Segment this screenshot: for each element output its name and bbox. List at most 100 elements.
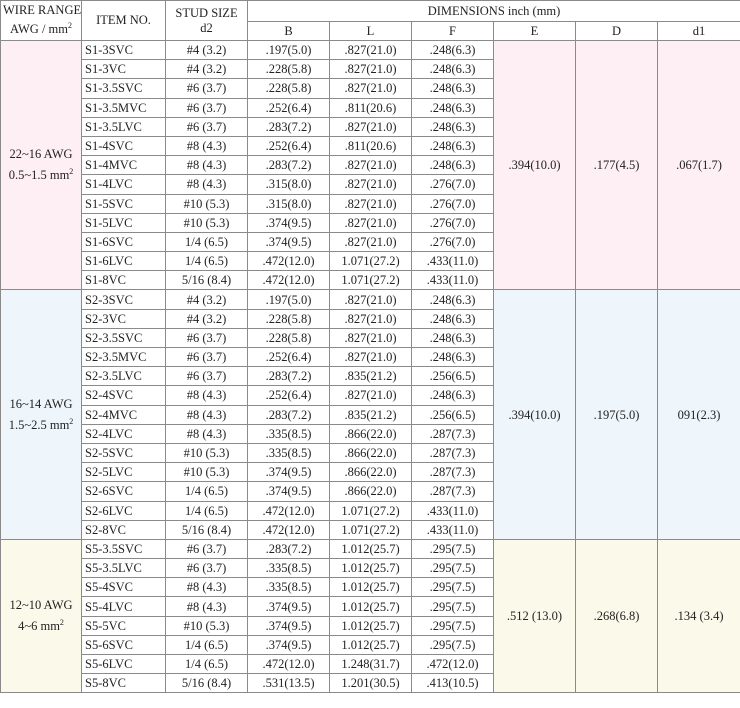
stud-size-cell: #4 (3.2) (165, 308, 248, 329)
table-row: S1-6LVC 1/4 (6.5) .472(12.0) 1.071(27.2) .43… (1, 251, 740, 272)
dim-f-cell: .248(6.3) (411, 327, 494, 349)
wire-range-cell: 16~14 AWG 1.5~2.5 mm2 (0, 289, 82, 540)
stud-size-cell: 5/16 (8.4) (165, 673, 248, 694)
dim-b-cell: .228(5.8) (247, 78, 330, 99)
table-row: S2-4SVC #8 (4.3) .252(6.4) .827(21.0) .248(6… (1, 385, 740, 406)
dim-f-cell: .295(7.5) (411, 634, 494, 656)
dim-f-cell: .295(7.5) (411, 558, 494, 579)
table-row: S1-5LVC #10 (5.3) .374(9.5) .827(21.0) .276(… (1, 212, 740, 233)
dim-f-cell: .248(6.3) (411, 289, 494, 310)
dim-e-cell: .394(10.0) (493, 289, 576, 540)
stud-size-cell: 5/16 (8.4) (165, 519, 248, 540)
dim-e-cell: .394(10.0) (493, 39, 576, 291)
table-row: S5-4SVC #8 (4.3) .335(8.5) 1.012(25.7) .295(… (1, 577, 740, 598)
table-row: S2-3.5LVC #6 (3.7) .283(7.2) .835(21.2) .256… (1, 366, 740, 387)
item-no-cell: S1-3VC (81, 59, 166, 80)
dim-b-cell: .252(6.4) (247, 135, 330, 157)
dim-b-cell: .228(5.8) (247, 59, 330, 80)
stud-size-cell: #6 (3.7) (165, 558, 248, 579)
dim-l-cell: .827(21.0) (329, 385, 412, 406)
dim-b-cell: .374(9.5) (247, 212, 330, 233)
dim-d1-cell: .134 (3.4) (656, 538, 740, 694)
table-row: S5-5VC #10 (5.3) .374(9.5) 1.012(25.7) .295(… (1, 615, 740, 636)
table-row: S1-3.5MVC #6 (3.7) .252(6.4) .811(20.6) .248… (1, 97, 740, 118)
wire-range-mm-sup: 2 (69, 167, 74, 177)
dim-b-cell: .472(12.0) (247, 270, 330, 291)
dim-l-cell: .811(20.6) (329, 135, 412, 157)
dim-f-cell: .248(6.3) (411, 97, 494, 118)
wire-range-mm: 1.5~2.5 mm (8, 417, 70, 432)
item-no-cell: S1-4LVC (81, 174, 166, 195)
dim-l-cell: 1.248(31.7) (329, 653, 412, 675)
item-no-cell: S1-3.5SVC (81, 78, 166, 99)
dim-l-cell: 1.012(25.7) (329, 596, 412, 617)
dim-d-cell: .177(4.5) (575, 39, 658, 291)
item-no-cell: S2-6LVC (81, 500, 166, 521)
dim-l-cell: 1.012(25.7) (329, 615, 412, 636)
dim-l-cell: .835(21.2) (329, 366, 412, 387)
item-no-cell: S1-6SVC (81, 231, 166, 253)
dim-b-cell: .472(12.0) (247, 500, 330, 521)
stud-size-cell: 1/4 (6.5) (165, 653, 248, 675)
dim-b-cell: .197(5.0) (247, 289, 330, 310)
item-no-cell: S5-3.5SVC (81, 538, 166, 560)
dim-b-cell: .472(12.0) (247, 251, 330, 272)
item-no-cell: S1-4SVC (81, 135, 166, 157)
wire-range-header-sup: 2 (68, 21, 73, 31)
dim-b-cell: .531(13.5) (247, 673, 330, 694)
item-no-cell: S5-4LVC (81, 596, 166, 617)
dim-l-cell: .827(21.0) (329, 155, 412, 176)
item-no-cell: S2-3.5SVC (81, 327, 166, 349)
table-row: S2-5LVC #10 (5.3) .374(9.5) .866(22.0) .287(… (1, 462, 740, 483)
wire-range-cell: 12~10 AWG 4~6 mm2 (0, 538, 82, 694)
item-no-cell: S1-5LVC (81, 212, 166, 233)
stud-size-cell: #8 (4.3) (165, 174, 248, 195)
wire-range-awg: 22~16 AWG (9, 147, 73, 162)
dim-b-cell: .335(8.5) (247, 442, 330, 464)
stud-size-cell: 1/4 (6.5) (165, 500, 248, 521)
dim-l-cell: 1.071(27.2) (329, 500, 412, 521)
item-no-cell: S2-4SVC (81, 385, 166, 406)
dim-b-cell: .283(7.2) (247, 404, 330, 425)
dim-f-cell: .248(6.3) (411, 155, 494, 176)
dim-f-cell: .295(7.5) (411, 615, 494, 636)
dim-l-cell: .827(21.0) (329, 289, 412, 310)
stud-size-header-line1: STUD SIZE (175, 5, 238, 20)
dim-b-cell: .472(12.0) (247, 653, 330, 675)
col-header-d1: d1 (656, 21, 740, 41)
dim-l-cell: 1.071(27.2) (329, 270, 412, 291)
dim-b-cell: .374(9.5) (247, 615, 330, 636)
item-no-cell: S2-8VC (81, 519, 166, 540)
item-no-cell: S2-5LVC (81, 462, 166, 483)
dim-f-cell: .248(6.3) (411, 78, 494, 99)
stud-size-cell: #8 (4.3) (165, 577, 248, 598)
dim-f-cell: .248(6.3) (411, 346, 494, 368)
dim-f-cell: .472(12.0) (411, 653, 494, 675)
dim-l-cell: .866(22.0) (329, 442, 412, 464)
table-row: S2-6SVC 1/4 (6.5) .374(9.5) .866(22.0) .287(… (1, 481, 740, 502)
dim-b-cell: .315(8.0) (247, 193, 330, 214)
dim-f-cell: .287(7.3) (411, 481, 494, 502)
dim-l-cell: 1.071(27.2) (329, 251, 412, 272)
stud-size-cell: #10 (5.3) (165, 442, 248, 464)
dim-b-cell: .315(8.0) (247, 174, 330, 195)
dim-l-cell: .866(22.0) (329, 481, 412, 502)
table-row: S5-6LVC 1/4 (6.5) .472(12.0) 1.248(31.7) .47… (1, 653, 740, 675)
dim-b-cell: .374(9.5) (247, 231, 330, 253)
wire-range-mm: 4~6 mm (18, 619, 60, 634)
item-no-header: ITEM NO. (81, 0, 166, 41)
dim-l-cell: .811(20.6) (329, 97, 412, 118)
dim-b-cell: .283(7.2) (247, 538, 330, 560)
item-no-cell: S2-5SVC (81, 442, 166, 464)
wire-range-mm: 0.5~1.5 mm (8, 168, 70, 183)
dim-f-cell: .295(7.5) (411, 577, 494, 598)
dim-l-cell: .866(22.0) (329, 423, 412, 444)
wire-range-group: 22~16 AWG 0.5~1.5 mm2 S1-3SVC #4 (3.2) .197(… (0, 39, 740, 291)
dim-l-cell: .827(21.0) (329, 193, 412, 214)
table-row: S1-8VC 5/16 (8.4) .472(12.0) 1.071(27.2) .43… (1, 270, 740, 291)
item-no-cell: S5-4SVC (81, 577, 166, 598)
item-no-cell: S1-3SVC (81, 39, 166, 61)
dim-f-cell: .248(6.3) (411, 39, 494, 61)
item-no-cell: S5-3.5LVC (81, 558, 166, 579)
